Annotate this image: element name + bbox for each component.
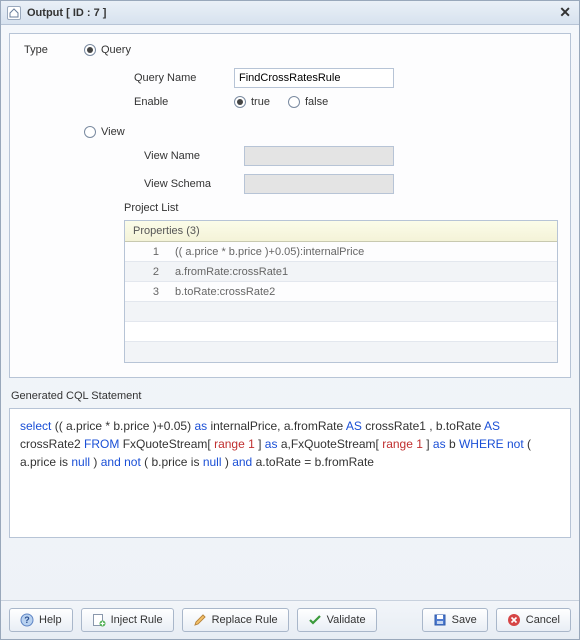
replace-label: Replace Rule: [212, 614, 278, 626]
save-icon: [433, 613, 447, 627]
radio-query-label: Query: [101, 44, 131, 56]
radio-false-label: false: [305, 96, 328, 108]
save-button[interactable]: Save: [422, 608, 488, 632]
replace-rule-button[interactable]: Replace Rule: [182, 608, 289, 632]
view-schema-input: [244, 174, 394, 194]
window-title: Output [ ID : 7 ]: [27, 7, 106, 19]
view-name-input: [244, 146, 394, 166]
project-list-label: Project List: [124, 202, 558, 214]
pencil-icon: [193, 613, 207, 627]
config-panel: Type Query Query Name Enable true: [9, 33, 571, 378]
table-row: [125, 322, 557, 342]
validate-button[interactable]: Validate: [297, 608, 377, 632]
generated-cql-label: Generated CQL Statement: [11, 390, 569, 402]
cancel-label: Cancel: [526, 614, 560, 626]
view-schema-label: View Schema: [144, 178, 244, 190]
table-row[interactable]: 3 b.toRate:crossRate2: [125, 282, 557, 302]
radio-query[interactable]: Query: [84, 44, 131, 56]
type-label: Type: [24, 44, 64, 56]
query-name-input[interactable]: [234, 68, 394, 88]
home-icon[interactable]: [7, 6, 21, 20]
help-button[interactable]: ? Help: [9, 608, 73, 632]
radio-view[interactable]: View: [84, 126, 125, 138]
table-row[interactable]: 1 (( a.price * b.price )+0.05):internalP…: [125, 242, 557, 262]
check-icon: [308, 613, 322, 627]
properties-header: Properties (3): [125, 221, 557, 242]
titlebar: Output [ ID : 7 ] ✕: [1, 1, 579, 25]
validate-label: Validate: [327, 614, 366, 626]
cql-statement-box: select (( a.price * b.price )+0.05) as i…: [9, 408, 571, 538]
save-label: Save: [452, 614, 477, 626]
cancel-button[interactable]: Cancel: [496, 608, 571, 632]
query-name-label: Query Name: [134, 72, 234, 84]
table-row: [125, 342, 557, 362]
properties-table: Properties (3) 1 (( a.price * b.price )+…: [124, 220, 558, 363]
enable-label: Enable: [134, 96, 234, 108]
table-row[interactable]: 2 a.fromRate:crossRate1: [125, 262, 557, 282]
output-dialog: Output [ ID : 7 ] ✕ Type Query Query Nam…: [0, 0, 580, 640]
help-label: Help: [39, 614, 62, 626]
view-name-label: View Name: [144, 150, 244, 162]
radio-true-label: true: [251, 96, 270, 108]
radio-enable-true[interactable]: true: [234, 96, 270, 108]
cancel-icon: [507, 613, 521, 627]
button-bar: ? Help Inject Rule Replace Rule Validate…: [1, 600, 579, 639]
svg-text:?: ?: [24, 615, 30, 625]
table-row: [125, 302, 557, 322]
inject-icon: [92, 613, 106, 627]
inject-label: Inject Rule: [111, 614, 163, 626]
radio-enable-false[interactable]: false: [288, 96, 328, 108]
radio-view-label: View: [101, 126, 125, 138]
content-area: Type Query Query Name Enable true: [1, 25, 579, 600]
inject-rule-button[interactable]: Inject Rule: [81, 608, 174, 632]
help-icon: ?: [20, 613, 34, 627]
close-icon[interactable]: ✕: [557, 4, 573, 21]
